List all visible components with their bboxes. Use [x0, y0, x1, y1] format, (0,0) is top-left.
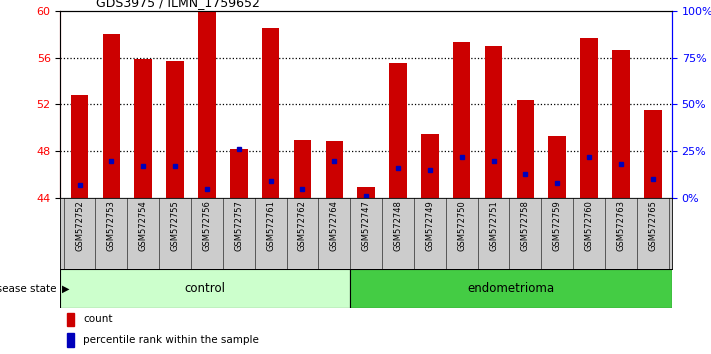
Text: GSM572749: GSM572749 [425, 200, 434, 251]
Text: GSM572757: GSM572757 [235, 200, 243, 251]
Bar [358, 187, 375, 198]
Text: endometrioma: endometrioma [467, 282, 555, 295]
Bar [453, 42, 471, 198]
Bar [230, 149, 247, 198]
Text: GSM572765: GSM572765 [648, 200, 657, 251]
Text: percentile rank within the sample: percentile rank within the sample [83, 335, 259, 345]
Bar [548, 136, 566, 198]
Bar [134, 59, 152, 198]
Bar [262, 28, 279, 198]
Bar [612, 51, 630, 198]
Text: GSM572750: GSM572750 [457, 200, 466, 251]
Text: GSM572752: GSM572752 [75, 200, 84, 251]
Text: GSM572754: GSM572754 [139, 200, 148, 251]
Bar [60, 269, 350, 308]
Bar [517, 100, 534, 198]
Text: GSM572747: GSM572747 [362, 200, 370, 251]
Text: GSM572751: GSM572751 [489, 200, 498, 251]
Text: GSM572755: GSM572755 [171, 200, 180, 251]
Text: disease state: disease state [0, 284, 57, 293]
Bar [644, 110, 661, 198]
Text: count: count [83, 314, 112, 325]
Text: GSM572748: GSM572748 [393, 200, 402, 251]
Bar [67, 313, 74, 326]
Text: GSM572759: GSM572759 [552, 200, 562, 251]
Text: control: control [185, 282, 226, 295]
Bar [71, 95, 88, 198]
Text: GSM572762: GSM572762 [298, 200, 307, 251]
Bar [198, 11, 215, 198]
Bar [389, 63, 407, 198]
Text: ▶: ▶ [62, 284, 70, 293]
Bar [102, 34, 120, 198]
Bar [421, 134, 439, 198]
Text: GSM572758: GSM572758 [521, 200, 530, 251]
Text: GSM572763: GSM572763 [616, 200, 626, 251]
Text: GSM572753: GSM572753 [107, 200, 116, 251]
Bar [326, 141, 343, 198]
Bar [294, 139, 311, 198]
Bar [67, 333, 74, 347]
Text: GSM572756: GSM572756 [203, 200, 211, 251]
Text: GSM572760: GSM572760 [584, 200, 594, 251]
Bar [580, 38, 598, 198]
Text: GSM572761: GSM572761 [266, 200, 275, 251]
Bar [485, 46, 502, 198]
Bar [350, 269, 672, 308]
Text: GSM572764: GSM572764 [330, 200, 339, 251]
Bar [166, 61, 184, 198]
Text: GDS3975 / ILMN_1759652: GDS3975 / ILMN_1759652 [96, 0, 260, 9]
